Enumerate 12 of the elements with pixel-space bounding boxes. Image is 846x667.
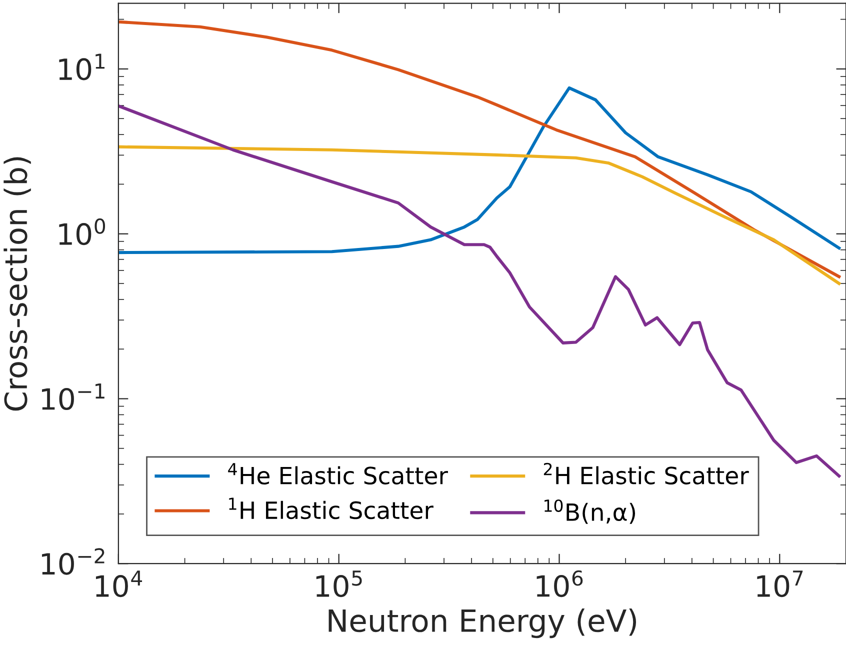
y-tick-label: 10$^{−1}$ [42, 384, 104, 410]
x-tick-label: 10$^{7}$ [757, 570, 803, 598]
legend-label: $^{10}$B(n,α) [544, 499, 636, 524]
x-tick-label: 10$^{5}$ [316, 570, 362, 598]
y-tick-label: 10$^{0}$ [59, 218, 106, 246]
x-axis-title: Neutron Energy (eV) [328, 608, 636, 638]
y-axis-title: Cross-section (b) [4, 157, 31, 411]
y-tick-label: 10$^{1}$ [59, 54, 104, 80]
x-tick-label: 10$^{6}$ [536, 570, 583, 598]
legend-label: $^{4}$He Elastic Scatter [228, 463, 448, 485]
legend-label: $^{2}$H Elastic Scatter [544, 462, 749, 484]
legend-label: $^{1}$H Elastic Scatter [229, 498, 434, 520]
